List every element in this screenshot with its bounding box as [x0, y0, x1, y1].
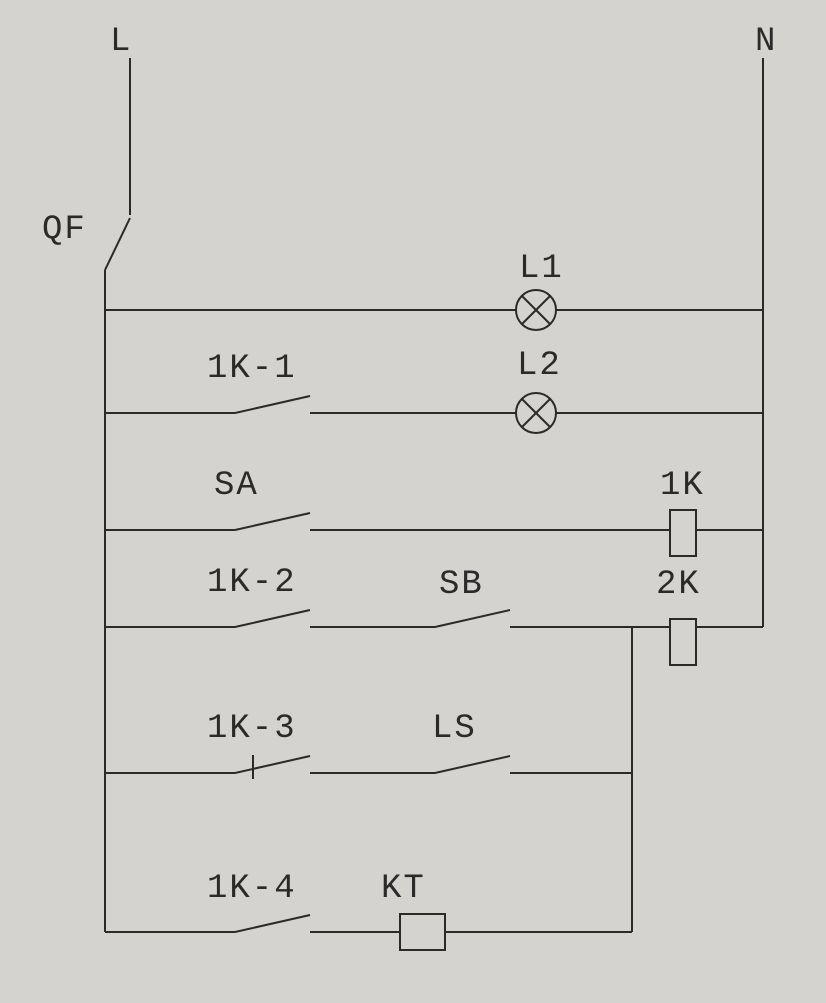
contact-1K-2-label: 1K-2	[207, 564, 297, 602]
qf-label: QF	[42, 211, 87, 249]
contact-SB-label: SB	[439, 566, 484, 604]
rail-N-label: N	[755, 23, 777, 61]
contact-1K-3-label: 1K-3	[207, 710, 297, 748]
coil-KT-label: KT	[381, 870, 426, 908]
contact-1K-1-label: 1K-1	[207, 350, 297, 388]
lamp-L1-label: L1	[519, 250, 564, 288]
coil-2K-label: 2K	[656, 566, 701, 604]
coil-1K-label: 1K	[660, 467, 705, 505]
rail-L-label: L	[110, 23, 132, 61]
contact-LS-label: LS	[432, 710, 477, 748]
lamp-L2-label: L2	[517, 347, 562, 385]
contact-1K-4-label: 1K-4	[207, 870, 297, 908]
contact-SA-label: SA	[214, 467, 259, 505]
